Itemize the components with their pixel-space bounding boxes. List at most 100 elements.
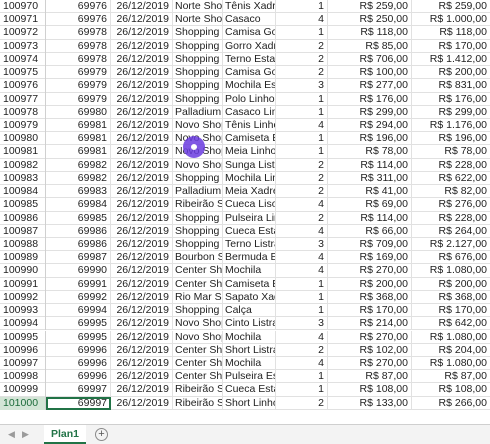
unit-price-cell[interactable]: R$ 277,00	[328, 79, 412, 93]
unit-price-cell[interactable]: R$ 102,00	[328, 343, 412, 357]
quantity-cell[interactable]: 1	[276, 92, 328, 106]
total-cell[interactable]: R$ 176,00	[438, 92, 487, 105]
unit-price-cell[interactable]: R$ 169,00	[328, 251, 412, 265]
date-cell[interactable]: 26/12/2019	[111, 79, 173, 93]
product-cell[interactable]: Sapato Xadr	[225, 290, 276, 305]
quantity-cell[interactable]: 3	[276, 237, 328, 252]
product-cell[interactable]: Casaco Linho	[223, 105, 276, 119]
total-cell[interactable]: R$ 200,00	[438, 66, 487, 79]
order-id-cell[interactable]: 69987	[46, 251, 111, 265]
row-number[interactable]: 100976	[0, 79, 46, 93]
quantity-cell[interactable]: 1	[276, 132, 328, 146]
order-id-cell[interactable]: 69996	[46, 356, 111, 371]
date-cell[interactable]: 26/12/2019	[111, 92, 173, 106]
date-cell[interactable]: 26/12/2019	[111, 370, 173, 384]
unit-price-cell[interactable]: R$ 85,00	[328, 39, 412, 53]
unit-price-cell[interactable]: R$ 114,00	[328, 211, 412, 225]
product-cell[interactable]: Gorro Xadrez	[223, 39, 276, 53]
total-cell[interactable]: R$ 200,00	[438, 277, 487, 290]
quantity-cell[interactable]: 1	[276, 26, 328, 40]
product-cell[interactable]: Pulseira Linh	[225, 211, 276, 225]
unit-price-cell[interactable]: R$ 311,00	[328, 171, 412, 186]
quantity-cell[interactable]: 3	[276, 317, 328, 331]
date-cell[interactable]: 26/12/2019	[111, 185, 173, 199]
date-cell[interactable]: 26/12/2019	[111, 304, 173, 318]
total-cell[interactable]: R$ 1.080,00	[429, 356, 487, 369]
row-number[interactable]: 100975	[0, 66, 46, 80]
order-id-cell[interactable]: 69981	[46, 145, 111, 159]
row-number[interactable]: 100990	[0, 264, 46, 278]
total-cell[interactable]: R$ 196,00	[438, 132, 487, 145]
store-cell[interactable]: Shopping U	[173, 79, 223, 93]
tab-plan1[interactable]: Plan1	[44, 425, 86, 444]
store-cell[interactable]: Norte Shop	[175, 13, 223, 27]
store-cell[interactable]: Center Sho	[175, 356, 223, 371]
date-cell[interactable]: 26/12/2019	[111, 356, 173, 371]
date-cell[interactable]: 26/12/2019	[111, 158, 173, 172]
order-id-cell[interactable]: 69981	[46, 118, 111, 133]
row-number[interactable]: 100989	[0, 251, 46, 265]
product-cell[interactable]: Tênis Linho	[225, 118, 276, 133]
unit-price-cell[interactable]: R$ 118,00	[328, 26, 412, 40]
row-number[interactable]: 100972	[0, 26, 46, 40]
total-cell[interactable]: R$ 78,00	[444, 145, 487, 158]
unit-price-cell[interactable]: R$ 78,00	[328, 145, 412, 159]
quantity-cell[interactable]: 4	[276, 13, 328, 27]
product-cell[interactable]: Camisa Gola	[223, 66, 276, 80]
row-number[interactable]: 100973	[0, 39, 46, 53]
product-cell[interactable]: Short Listrad	[223, 343, 276, 357]
date-cell[interactable]: 26/12/2019	[111, 198, 173, 212]
unit-price-cell[interactable]: R$ 176,00	[328, 92, 412, 106]
order-id-cell[interactable]: 69983	[46, 185, 111, 199]
store-cell[interactable]: Ribeirão Sh	[173, 198, 223, 212]
row-number[interactable]: 100985	[0, 198, 46, 212]
date-cell[interactable]: 26/12/2019	[111, 277, 173, 291]
total-cell[interactable]: R$ 368,00	[438, 290, 487, 303]
date-cell[interactable]: 26/12/2019	[111, 145, 173, 159]
unit-price-cell[interactable]: R$ 170,00	[328, 304, 412, 318]
row-number[interactable]: 100971	[0, 13, 46, 27]
unit-price-cell[interactable]: R$ 706,00	[328, 52, 412, 67]
row-number[interactable]: 100979	[0, 118, 46, 133]
store-cell[interactable]: Shopping II	[175, 26, 223, 40]
store-cell[interactable]: Shopping N	[173, 304, 223, 318]
date-cell[interactable]: 26/12/2019	[111, 290, 173, 305]
unit-price-cell[interactable]: R$ 270,00	[328, 356, 412, 371]
total-cell[interactable]: R$ 204,00	[438, 343, 487, 356]
product-cell[interactable]: Terno Estam	[225, 52, 276, 67]
store-cell[interactable]: Palladium S	[175, 185, 223, 199]
quantity-cell[interactable]: 1	[276, 290, 328, 305]
date-cell[interactable]: 26/12/2019	[111, 105, 173, 119]
order-id-cell[interactable]: 69995	[46, 317, 111, 331]
total-cell[interactable]: R$ 266,00	[438, 396, 487, 409]
total-cell[interactable]: R$ 276,00	[438, 198, 487, 211]
date-cell[interactable]: 26/12/2019	[111, 396, 173, 410]
quantity-cell[interactable]: 4	[276, 224, 328, 238]
product-cell[interactable]: Meia Linho	[225, 145, 276, 159]
product-cell[interactable]: Short Linho	[225, 396, 276, 410]
date-cell[interactable]: 26/12/2019	[111, 343, 173, 357]
total-cell[interactable]: R$ 299,00	[438, 105, 487, 118]
date-cell[interactable]: 26/12/2019	[111, 251, 173, 265]
quantity-cell[interactable]: 2	[276, 396, 328, 410]
date-cell[interactable]: 26/12/2019	[111, 13, 173, 27]
order-id-cell[interactable]: 69984	[46, 198, 111, 212]
quantity-cell[interactable]: 1	[276, 105, 328, 119]
order-id-cell[interactable]: 69996	[46, 370, 111, 384]
unit-price-cell[interactable]: R$ 69,00	[328, 198, 412, 212]
unit-price-cell[interactable]: R$ 108,00	[328, 383, 412, 397]
product-cell[interactable]: Cueca Estam	[223, 224, 276, 238]
store-cell[interactable]: Shopping U	[173, 66, 223, 80]
order-id-cell[interactable]: 69976	[46, 0, 111, 14]
store-cell[interactable]: Novo Shop	[175, 317, 223, 331]
total-cell[interactable]: R$ 82,00	[444, 185, 487, 198]
total-cell[interactable]: R$ 170,00	[438, 304, 487, 317]
date-cell[interactable]: 26/12/2019	[111, 317, 173, 331]
quantity-cell[interactable]: 4	[276, 198, 328, 212]
unit-price-cell[interactable]: R$ 299,00	[328, 105, 412, 119]
store-cell[interactable]: Rio Mar Sh	[175, 290, 223, 305]
product-cell[interactable]: Mochila	[223, 264, 276, 278]
quantity-cell[interactable]: 2	[276, 66, 328, 80]
order-id-cell[interactable]: 69978	[46, 39, 111, 53]
order-id-cell[interactable]: 69985	[46, 211, 111, 225]
